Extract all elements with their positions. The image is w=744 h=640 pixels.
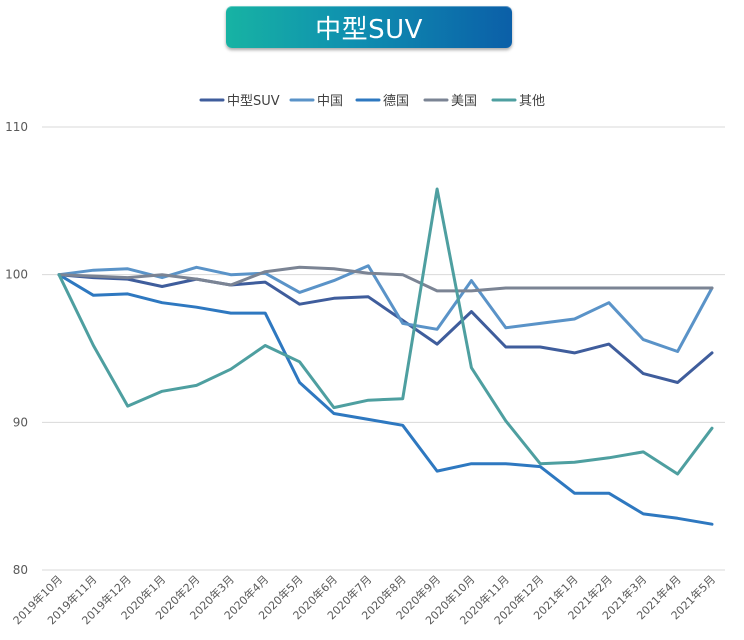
legend-label-1: 中国	[317, 94, 343, 109]
series-line-0	[57, 273, 714, 384]
legend-label-3: 美国	[451, 94, 477, 109]
legend-label-0: 中型SUV	[227, 94, 280, 109]
y-tick-label: 90	[13, 415, 28, 429]
legend-label-2: 德国	[383, 94, 409, 109]
series-line-3	[57, 265, 714, 293]
y-tick-label: 100	[5, 268, 28, 282]
legend-label-4: 其他	[519, 94, 545, 109]
y-tick-label: 110	[5, 120, 28, 134]
series-line-4	[57, 187, 714, 476]
series-line-2	[57, 273, 714, 526]
y-tick-label: 80	[13, 563, 28, 577]
chart-title: 中型SUV	[315, 14, 423, 45]
chart-title-banner: 中型SUV	[226, 6, 512, 48]
